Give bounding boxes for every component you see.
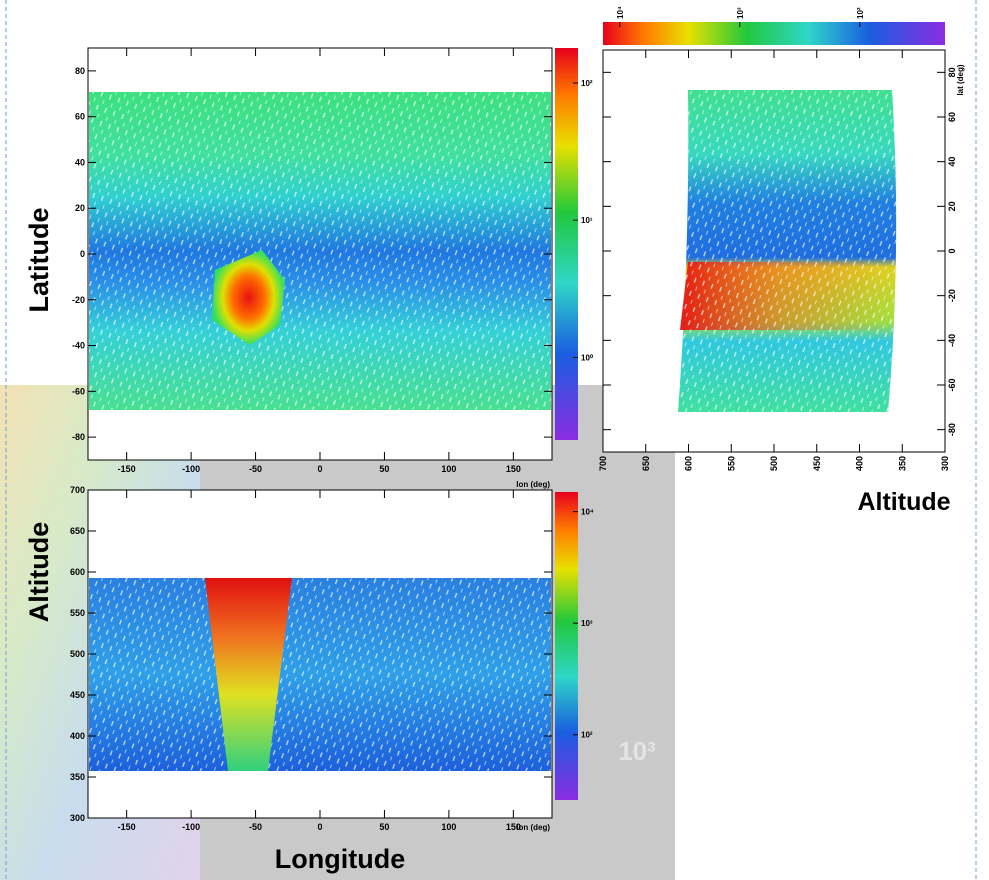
y-tick-label: 60 [75, 112, 85, 122]
y-axis-title: Altitude [24, 522, 54, 623]
y-tick-label: -40 [947, 334, 957, 347]
y-tick-label: -20 [947, 289, 957, 302]
colorbar-tick-label: 10³ [581, 619, 593, 628]
overlay-text: 10³ [618, 736, 656, 766]
x-tick-label: -100 [182, 822, 200, 832]
colorbar-tick-label: 10⁴ [616, 6, 625, 19]
x-tick-label: 0 [317, 464, 322, 474]
y-tick-label: 20 [947, 201, 957, 211]
colorbar-tick-label: 10¹ [581, 216, 593, 225]
y-tick-label: 650 [70, 526, 85, 536]
y-tick-label: -40 [72, 341, 85, 351]
x-tick-label: 500 [769, 456, 779, 471]
colorbar [603, 22, 945, 45]
y-tick-label: 80 [947, 67, 957, 77]
x-tick-label: 300 [940, 456, 950, 471]
y-tick-label: 400 [70, 731, 85, 741]
x-tick-label: -100 [182, 464, 200, 474]
y-tick-label: -60 [947, 378, 957, 391]
x-tick-label: 400 [855, 456, 865, 471]
x-unit-label: lon (deg) [516, 823, 550, 832]
y-tick-label: 0 [80, 249, 85, 259]
x-unit-label: lon (deg) [516, 480, 550, 489]
y-tick-label: 350 [70, 772, 85, 782]
x-tick-label: -50 [249, 464, 262, 474]
y-tick-label: -60 [72, 386, 85, 396]
x-axis-title: Altitude [857, 488, 950, 516]
x-tick-label: -150 [118, 822, 136, 832]
colorbar-tick-label: 10² [856, 7, 865, 19]
colorbar-tick-label: 10⁴ [581, 508, 594, 517]
x-tick-label: 50 [379, 464, 389, 474]
colorbar-tick-label: 10² [581, 731, 593, 740]
colorbar [555, 492, 578, 800]
x-tick-label: 700 [598, 456, 608, 471]
y-tick-label: 600 [70, 567, 85, 577]
x-axis-title: Longitude [275, 844, 405, 874]
x-tick-label: 600 [684, 456, 694, 471]
y-unit-label: lat (deg) [956, 64, 965, 95]
y-tick-label: -20 [72, 295, 85, 305]
x-tick-label: 100 [441, 822, 456, 832]
x-tick-label: 100 [441, 464, 456, 474]
heatmap-hotspot [205, 578, 292, 771]
heatmap-texture [678, 90, 897, 412]
colorbar-tick-label: 10³ [736, 7, 745, 19]
y-tick-label: 80 [75, 66, 85, 76]
y-tick-label: -80 [72, 432, 85, 442]
x-tick-label: 550 [726, 456, 736, 471]
y-tick-label: 0 [947, 248, 957, 253]
heatmap-texture [89, 578, 551, 771]
y-tick-label: 450 [70, 690, 85, 700]
y-axis-title: Latitude [24, 208, 54, 313]
y-tick-label: -80 [947, 423, 957, 436]
x-tick-label: 650 [641, 456, 651, 471]
y-tick-label: 40 [75, 157, 85, 167]
x-tick-label: 150 [506, 464, 521, 474]
x-tick-label: 450 [812, 456, 822, 471]
x-tick-label: 350 [897, 456, 907, 471]
heatmap-hotspot [212, 250, 285, 345]
x-tick-label: 0 [317, 822, 322, 832]
y-tick-label: 300 [70, 813, 85, 823]
y-tick-label: 60 [947, 112, 957, 122]
y-tick-label: 20 [75, 203, 85, 213]
colorbar-tick-label: 10² [581, 79, 593, 88]
colorbar-tick-label: 10⁰ [581, 353, 594, 362]
x-tick-label: -50 [249, 822, 262, 832]
y-tick-label: 700 [70, 485, 85, 495]
y-tick-label: 550 [70, 608, 85, 618]
heatmap-texture [89, 92, 551, 410]
colorbar [555, 48, 578, 440]
x-tick-label: -150 [118, 464, 136, 474]
y-tick-label: 40 [947, 157, 957, 167]
x-tick-label: 50 [379, 822, 389, 832]
y-tick-label: 500 [70, 649, 85, 659]
x-tick-label: 150 [506, 822, 521, 832]
